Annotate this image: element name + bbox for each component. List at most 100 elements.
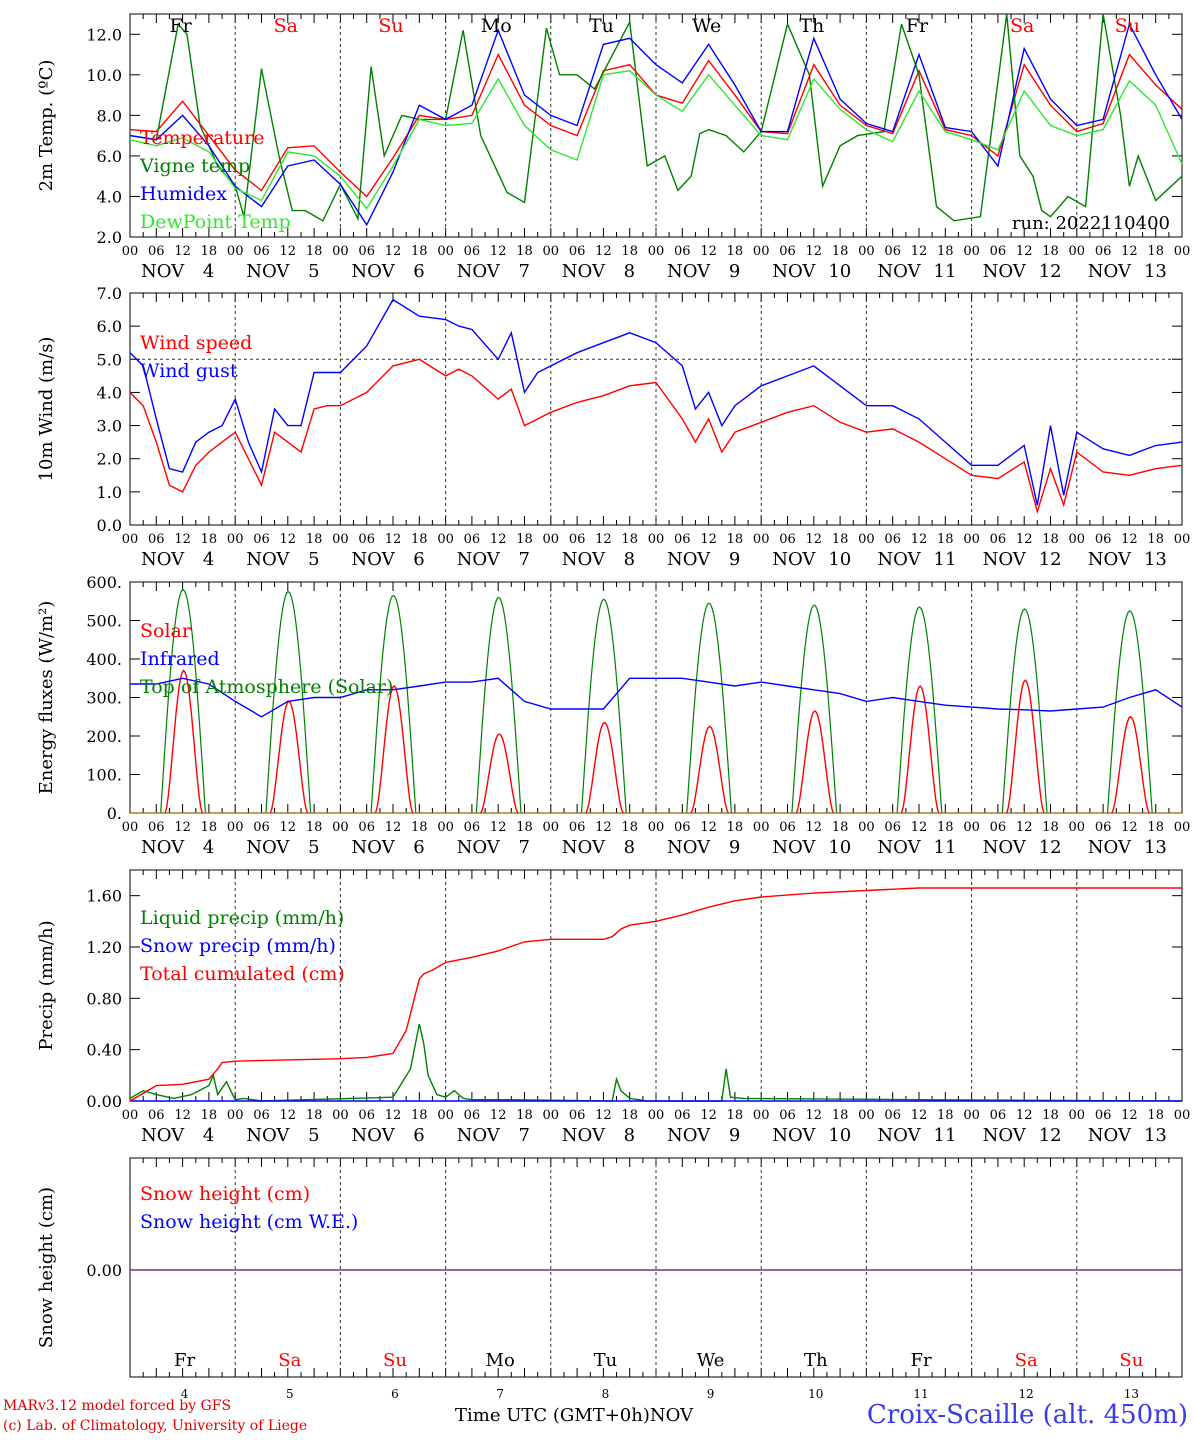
y-tick-label: 7.0 (97, 284, 122, 303)
x-hour-label: 12 (280, 1108, 297, 1123)
x-month-label: NOV (667, 1125, 711, 1146)
x-hour-label: 12 (1121, 244, 1138, 259)
x-hour-label: 12 (174, 1108, 191, 1123)
x-date-label: 6 (413, 1125, 424, 1146)
x-hour-label: 12 (911, 1108, 928, 1123)
x-hour-label: 12 (806, 1108, 823, 1123)
x-hour-label: 00 (122, 1108, 139, 1123)
x-hour-label: 18 (727, 532, 744, 547)
x-hour-label: 18 (937, 244, 954, 259)
x-month-label: NOV (877, 261, 921, 282)
x-hour-label: 12 (700, 532, 717, 547)
x-hour-label: 06 (569, 1108, 586, 1123)
y-tick-label: 1.60 (86, 887, 122, 906)
x-hour-label: 12 (1016, 532, 1033, 547)
x-hour-label: 00 (1069, 820, 1086, 835)
x-hour-label: 18 (411, 820, 428, 835)
x-hour-label: 12 (490, 532, 507, 547)
x-month-label: NOV (457, 1125, 501, 1146)
x-month-label: NOV (772, 837, 816, 858)
panel-ticks-2 (129, 582, 1183, 813)
x-hour-label: 06 (464, 1108, 481, 1123)
x-hour-label: 00 (122, 532, 139, 547)
x-date-label: 9 (729, 261, 740, 282)
solar-curve (690, 725, 729, 814)
x-hour-label: 00 (753, 532, 770, 547)
x-hour-label: 18 (621, 1108, 638, 1123)
x-hour-label: 00 (753, 244, 770, 259)
x-hour-label: 18 (1042, 1108, 1059, 1123)
toa-arc (265, 590, 312, 814)
y-tick-label: 400. (86, 650, 122, 669)
x-hour-label: 12 (1016, 244, 1033, 259)
x-hour-label: 12 (385, 244, 402, 259)
x-hour-label: 00 (122, 820, 139, 835)
x-date-label: 11 (934, 261, 957, 282)
x-hour-label: 06 (464, 532, 481, 547)
x-month-label: NOV (246, 549, 290, 570)
x-hour-label: 06 (990, 532, 1007, 547)
x-hour-label: 12 (595, 532, 612, 547)
weekday-label: Fr (910, 1350, 931, 1371)
x-month-label: NOV (457, 261, 501, 282)
x-hour-label: 00 (753, 1108, 770, 1123)
weekday-label: Tu (589, 15, 614, 37)
x-hour-label: 18 (411, 244, 428, 259)
x-month-label: NOV (351, 1125, 395, 1146)
x-hour-label: 18 (621, 244, 638, 259)
x-hour-label: 12 (911, 820, 928, 835)
x-month-label: NOV (983, 549, 1027, 570)
weekday-label: Th (799, 15, 824, 37)
y-axis-label: Snow height (cm) (36, 1187, 57, 1348)
x-hour-label: 06 (148, 820, 165, 835)
y-tick-label: 0. (107, 804, 122, 823)
x-date-label: 4 (203, 1125, 214, 1146)
x-hour-label: 00 (1174, 820, 1191, 835)
y-tick-label: 6.0 (97, 147, 122, 166)
x-hour-label: 12 (700, 244, 717, 259)
x-hour-label: 00 (963, 244, 980, 259)
y-tick-label: 0.00 (86, 1092, 122, 1111)
x-date-label: 11 (934, 549, 957, 570)
x-hour-label: 00 (543, 532, 560, 547)
series-line (129, 70, 1183, 210)
x-hour-label: 18 (937, 1108, 954, 1123)
x-hour-label: 12 (700, 820, 717, 835)
x-hour-label: 06 (674, 532, 691, 547)
x-hour-label: 06 (1095, 820, 1112, 835)
weekday-label: Su (383, 1350, 407, 1371)
x-hour-label: 06 (148, 1108, 165, 1123)
x-date-label: 5 (286, 1387, 294, 1400)
x-hour-label: 12 (806, 532, 823, 547)
time-axis-label: Time UTC (GMT+0h)NOV (455, 1405, 693, 1426)
x-hour-label: 06 (884, 244, 901, 259)
meteogram: 2.0 4.0 6.0 8.0 10.0 12.0 Temperature Vigne tem… (36, 13, 1191, 1400)
solar-curve (900, 684, 940, 814)
x-hour-label: 12 (490, 1108, 507, 1123)
x-hour-label: 00 (437, 1108, 454, 1123)
x-hour-label: 06 (253, 244, 270, 259)
x-hour-label: 00 (437, 244, 454, 259)
x-date-label: 8 (624, 837, 635, 858)
x-hour-label: 00 (858, 1108, 875, 1123)
x-hour-label: 00 (227, 532, 244, 547)
toa-arc (580, 598, 627, 814)
weekday-label: Fr (906, 15, 929, 37)
x-hour-label: 18 (1042, 244, 1059, 259)
x-hour-label: 18 (832, 820, 849, 835)
x-hour-label: 00 (543, 1108, 560, 1123)
run-annotation: run: 2022110400 (1012, 213, 1170, 234)
x-hour-label: 00 (332, 244, 349, 259)
toa-arc (686, 602, 732, 814)
x-month-label: NOV (141, 549, 185, 570)
legend-label: Top of Atmosphere (Solar) (140, 676, 393, 698)
x-hour-label: 06 (884, 1108, 901, 1123)
y-tick-label: 500. (86, 612, 122, 631)
y-tick-label: 100. (86, 766, 122, 785)
x-date-label: 4 (181, 1387, 189, 1400)
x-date-label: 10 (828, 261, 851, 282)
x-month-label: NOV (1088, 261, 1132, 282)
series-line (129, 887, 1182, 1102)
legend-label: Wind gust (140, 360, 238, 382)
x-hour-label: 12 (595, 244, 612, 259)
